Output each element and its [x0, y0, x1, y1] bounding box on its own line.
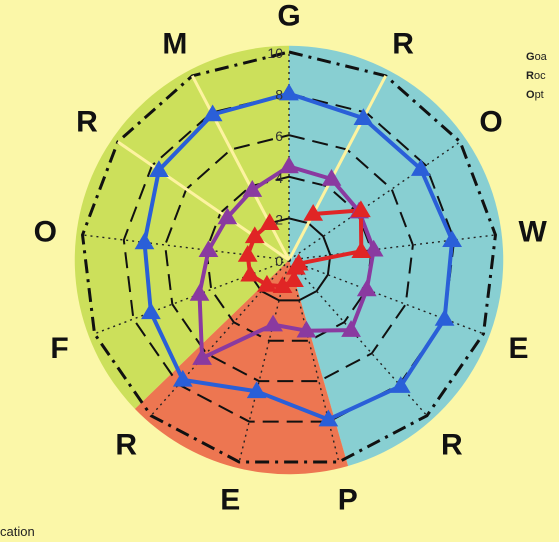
- category-label: W: [519, 215, 548, 248]
- data-point: [244, 226, 265, 244]
- grid-spoke: [288, 234, 496, 261]
- data-point: [390, 376, 411, 393]
- data-point: [341, 320, 361, 337]
- data-point: [198, 240, 219, 258]
- data-point: [279, 83, 299, 101]
- grid-spoke: [82, 234, 290, 261]
- category-label: O: [479, 106, 502, 139]
- category-label: R: [115, 429, 137, 462]
- sector-fill: [74, 45, 290, 409]
- data-point: [242, 180, 263, 197]
- data-point: [303, 203, 324, 221]
- legend: Goa Roc Opt: [526, 48, 547, 105]
- data-point: [134, 232, 155, 250]
- data-point: [246, 381, 267, 399]
- legend-item: Goa: [526, 51, 547, 63]
- grid-ring: [80, 50, 498, 464]
- tick-label: 2: [275, 211, 283, 227]
- data-point: [192, 348, 212, 365]
- data-point: [363, 239, 384, 257]
- data-point: [318, 409, 339, 427]
- data-point: [189, 283, 210, 301]
- tick-label: 4: [275, 170, 283, 186]
- category-label: G: [277, 0, 300, 33]
- category-label: R: [392, 28, 414, 61]
- tick-label: 10: [267, 45, 283, 61]
- category-label: E: [220, 483, 240, 516]
- data-point: [284, 270, 304, 287]
- data-point: [141, 302, 161, 320]
- grid-spoke: [287, 75, 387, 261]
- data-point: [296, 320, 317, 338]
- series-markers: [134, 83, 462, 427]
- category-label: O: [34, 215, 57, 248]
- data-point: [272, 276, 293, 294]
- data-point: [202, 104, 223, 122]
- tick-label: 0: [275, 253, 283, 269]
- category-label: P: [338, 483, 358, 516]
- data-point: [442, 230, 462, 247]
- data-point: [351, 200, 371, 218]
- grid-spoke: [150, 259, 290, 417]
- sector-fills: [74, 45, 504, 475]
- data-point: [240, 264, 260, 282]
- footnote: cation: [0, 524, 35, 539]
- grid-ring: [164, 134, 414, 383]
- data-point: [279, 156, 299, 174]
- category-label: F: [50, 332, 68, 365]
- category-label: E: [508, 332, 528, 365]
- data-point: [237, 244, 258, 262]
- data-point: [321, 168, 342, 186]
- data-point: [217, 207, 238, 225]
- tick-label: 8: [275, 87, 283, 103]
- data-point: [353, 108, 374, 125]
- data-point: [356, 279, 377, 297]
- data-point: [351, 241, 372, 259]
- data-point: [410, 159, 431, 176]
- grid-spoke: [288, 141, 461, 261]
- category-label: R: [441, 429, 463, 462]
- category-label: R: [76, 106, 98, 139]
- category-labels: G R O W E R P E R F O R M: [34, 0, 548, 516]
- legend-item: Roc: [526, 70, 546, 82]
- grid-spoke: [288, 259, 340, 463]
- grid-spoke: [288, 259, 428, 417]
- grid-spoke: [94, 259, 290, 335]
- tick-label: 6: [275, 128, 283, 144]
- data-point: [263, 314, 283, 332]
- data-point: [259, 213, 280, 230]
- data-point: [149, 160, 169, 178]
- grid-spoke: [288, 259, 484, 335]
- data-point: [257, 274, 277, 292]
- data-point: [172, 369, 193, 387]
- grid-ring: [122, 92, 456, 423]
- legend-item: Opt: [526, 89, 544, 101]
- series-line: [142, 91, 455, 422]
- sector-fill: [289, 45, 504, 466]
- category-label: M: [162, 28, 187, 61]
- radial-tick-labels: 0 2 4 6 8 10: [267, 45, 283, 269]
- data-point: [434, 309, 455, 326]
